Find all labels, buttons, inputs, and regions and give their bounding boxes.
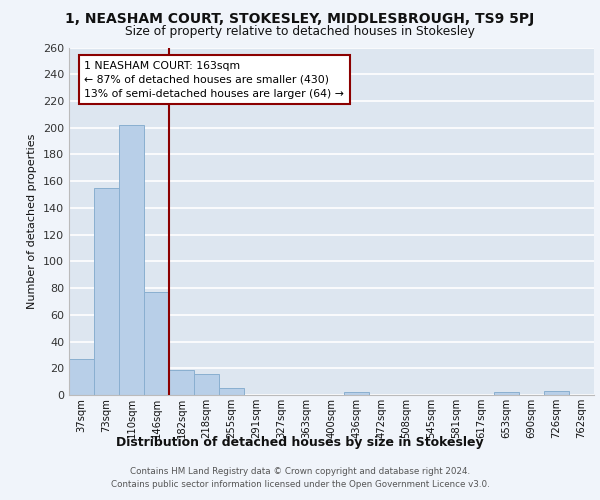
Text: Size of property relative to detached houses in Stokesley: Size of property relative to detached ho… — [125, 24, 475, 38]
Bar — [494, 392, 519, 395]
Text: 1, NEASHAM COURT, STOKESLEY, MIDDLESBROUGH, TS9 5PJ: 1, NEASHAM COURT, STOKESLEY, MIDDLESBROU… — [65, 12, 535, 26]
Bar — [544, 391, 569, 395]
Bar — [344, 392, 369, 395]
Text: Distribution of detached houses by size in Stokesley: Distribution of detached houses by size … — [116, 436, 484, 449]
Bar — [119, 125, 144, 395]
Text: Contains HM Land Registry data © Crown copyright and database right 2024.
Contai: Contains HM Land Registry data © Crown c… — [110, 467, 490, 489]
Bar — [169, 370, 194, 395]
Bar — [219, 388, 244, 395]
Bar — [144, 292, 169, 395]
Y-axis label: Number of detached properties: Number of detached properties — [28, 134, 37, 309]
Bar — [194, 374, 219, 395]
Bar — [69, 359, 94, 395]
Text: 1 NEASHAM COURT: 163sqm
← 87% of detached houses are smaller (430)
13% of semi-d: 1 NEASHAM COURT: 163sqm ← 87% of detache… — [85, 61, 344, 99]
Bar — [94, 188, 119, 395]
